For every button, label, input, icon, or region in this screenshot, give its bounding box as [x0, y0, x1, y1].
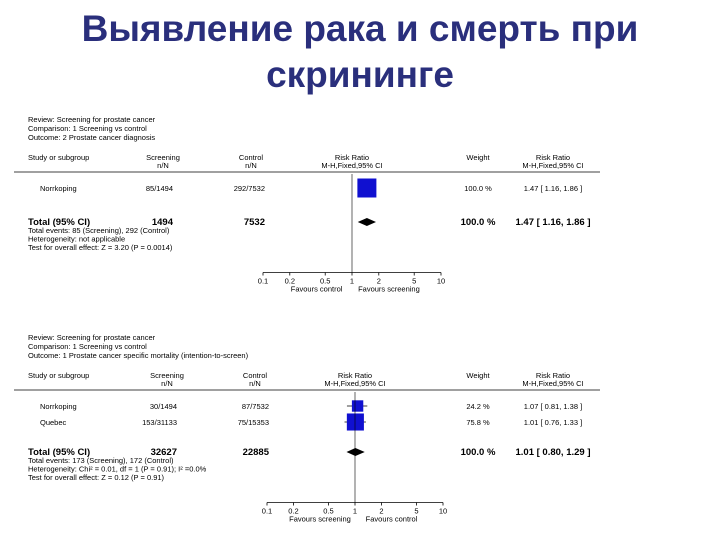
p2-total-weight: 100.0 % — [461, 447, 496, 458]
p1-col-screening: Screening — [146, 153, 180, 162]
p2-total-ci: 1.01 [ 0.80, 1.29 ] — [516, 447, 591, 458]
p2-footnote-2: Heterogeneity: Chi² = 0.01, df = 1 (P = … — [28, 465, 207, 474]
p1-tick-label-7: 10 — [437, 277, 445, 286]
p2-study-2-weight: 75.8 % — [466, 418, 490, 427]
p1-total-ci: 1.47 [ 1.16, 1.86 ] — [516, 217, 591, 228]
p1-comparison-text: Comparison: 1 Screening vs control — [28, 124, 147, 133]
p1-tick-label-1: 0.1 — [258, 277, 268, 286]
p2-total-diamond — [346, 448, 365, 456]
p1-study-1-name: Norrkoping — [40, 184, 77, 193]
p1-tick-label-4: 1 — [350, 277, 354, 286]
p2-study-2-name: Quebec — [40, 418, 67, 427]
p1-col-screening-sub: n/N — [157, 161, 169, 170]
p2-tick-label-2: 0.2 — [288, 507, 298, 516]
p1-col-study: Study or subgroup — [28, 153, 89, 162]
p2-study-2-control: 75/15353 — [238, 418, 269, 427]
p1-col-ci: Risk Ratio — [536, 153, 570, 162]
p2-tick-label-7: 10 — [439, 507, 447, 516]
p2-footnote-3: Test for overall effect: Z = 0.12 (P = 0… — [28, 473, 165, 482]
p1-study-1-ci: 1.47 [ 1.16, 1.86 ] — [524, 184, 582, 193]
p1-col-ci-sub: M-H,Fixed,95% CI — [522, 161, 583, 170]
p2-col-screening: Screening — [150, 371, 184, 380]
p1-tick-label-3: 0.5 — [320, 277, 330, 286]
p1-axis-left-label: Favours control — [291, 285, 343, 294]
p2-study-1-control: 87/7532 — [242, 402, 269, 411]
p2-total-label: Total (95% CI) — [28, 447, 90, 458]
p1-total-diamond — [357, 218, 376, 226]
p2-col-effect-sub: M-H,Fixed,95% CI — [324, 379, 385, 388]
p1-total-screening: 1494 — [152, 217, 174, 228]
p2-col-effect: Risk Ratio — [338, 371, 372, 380]
p1-total-control: 7532 — [244, 217, 265, 228]
p2-study-2-ci: 1.01 [ 0.76, 1.33 ] — [524, 418, 582, 427]
p1-tick-label-5: 2 — [377, 277, 381, 286]
p2-study-1-ci: 1.07 [ 0.81, 1.38 ] — [524, 402, 582, 411]
p1-review-text: Review: Screening for prostate cancer — [28, 115, 156, 124]
p2-col-weight: Weight — [466, 371, 490, 380]
p1-footnote-1: Total events: 85 (Screening), 292 (Contr… — [28, 226, 170, 235]
p2-review-text: Review: Screening for prostate cancer — [28, 333, 156, 342]
p2-axis-left-label: Favours screening — [289, 515, 351, 524]
p2-tick-label-3: 0.5 — [323, 507, 333, 516]
p1-col-control-sub: n/N — [245, 161, 257, 170]
p2-study-1-screening: 30/1494 — [150, 402, 177, 411]
p1-col-control: Control — [239, 153, 264, 162]
slide-title-line2: скрининге — [266, 54, 454, 95]
p2-col-ci-sub: M-H,Fixed,95% CI — [522, 379, 583, 388]
p1-footnote-2: Heterogeneity: not applicable — [28, 235, 125, 244]
p2-tick-label-5: 2 — [379, 507, 383, 516]
p2-tick-label-4: 1 — [353, 507, 357, 516]
p1-footnote-3: Test for overall effect: Z = 3.20 (P = 0… — [28, 243, 173, 252]
p2-col-control-sub: n/N — [249, 379, 261, 388]
p1-study-1-weight: 100.0 % — [464, 184, 492, 193]
p1-tick-label-6: 5 — [412, 277, 416, 286]
p2-footnote-1: Total events: 173 (Screening), 172 (Cont… — [28, 456, 174, 465]
p1-study-1-control: 292/7532 — [234, 184, 265, 193]
p1-col-weight: Weight — [466, 153, 490, 162]
p2-col-control: Control — [243, 371, 268, 380]
p2-col-study: Study or subgroup — [28, 371, 89, 380]
p1-study-1-screening: 85/1494 — [146, 184, 173, 193]
p2-total-control: 22885 — [243, 447, 270, 458]
p2-tick-label-6: 5 — [414, 507, 418, 516]
p1-tick-label-2: 0.2 — [285, 277, 295, 286]
p2-study-1-weight: 24.2 % — [466, 402, 490, 411]
p1-outcome-text: Outcome: 2 Prostate cancer diagnosis — [28, 133, 155, 142]
slide-title-line1: Выявление рака и смерть при — [81, 8, 639, 49]
p2-col-ci: Risk Ratio — [536, 371, 570, 380]
p2-tick-label-1: 0.1 — [262, 507, 272, 516]
p1-col-effect: Risk Ratio — [335, 153, 369, 162]
p2-study-2-screening: 153/31133 — [142, 418, 177, 427]
p2-col-screening-sub: n/N — [161, 379, 173, 388]
p2-axis-right-label: Favours control — [366, 515, 418, 524]
p1-col-effect-sub: M-H,Fixed,95% CI — [321, 161, 382, 170]
p2-outcome-text: Outcome: 1 Prostate cancer specific mort… — [28, 351, 249, 360]
p1-total-label: Total (95% CI) — [28, 217, 90, 228]
p1-total-weight: 100.0 % — [461, 217, 496, 228]
p1-study-1-box — [357, 178, 377, 198]
p2-study-1-box — [351, 400, 364, 412]
p2-comparison-text: Comparison: 1 Screening vs control — [28, 342, 147, 351]
p2-study-1-name: Norrkoping — [40, 402, 77, 411]
p2-total-screening: 32627 — [151, 447, 177, 458]
slide-title: Выявление рака и смерть при скрининге — [0, 6, 720, 98]
p1-axis-right-label: Favours screening — [358, 285, 420, 294]
p2-study-2-box — [346, 413, 364, 431]
